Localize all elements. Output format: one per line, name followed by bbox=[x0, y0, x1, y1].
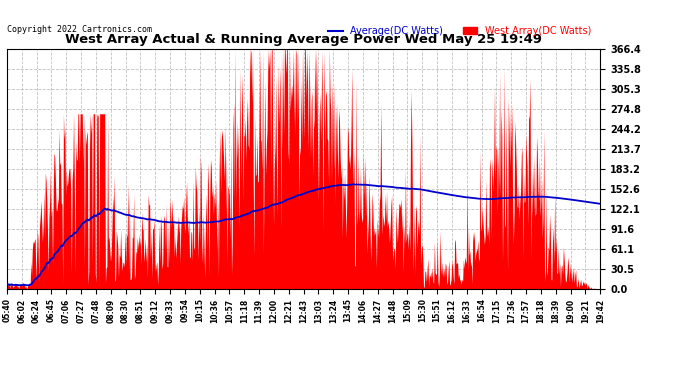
Title: West Array Actual & Running Average Power Wed May 25 19:49: West Array Actual & Running Average Powe… bbox=[65, 33, 542, 46]
Text: Copyright 2022 Cartronics.com: Copyright 2022 Cartronics.com bbox=[7, 26, 152, 34]
Legend: Average(DC Watts), West Array(DC Watts): Average(DC Watts), West Array(DC Watts) bbox=[324, 22, 595, 40]
